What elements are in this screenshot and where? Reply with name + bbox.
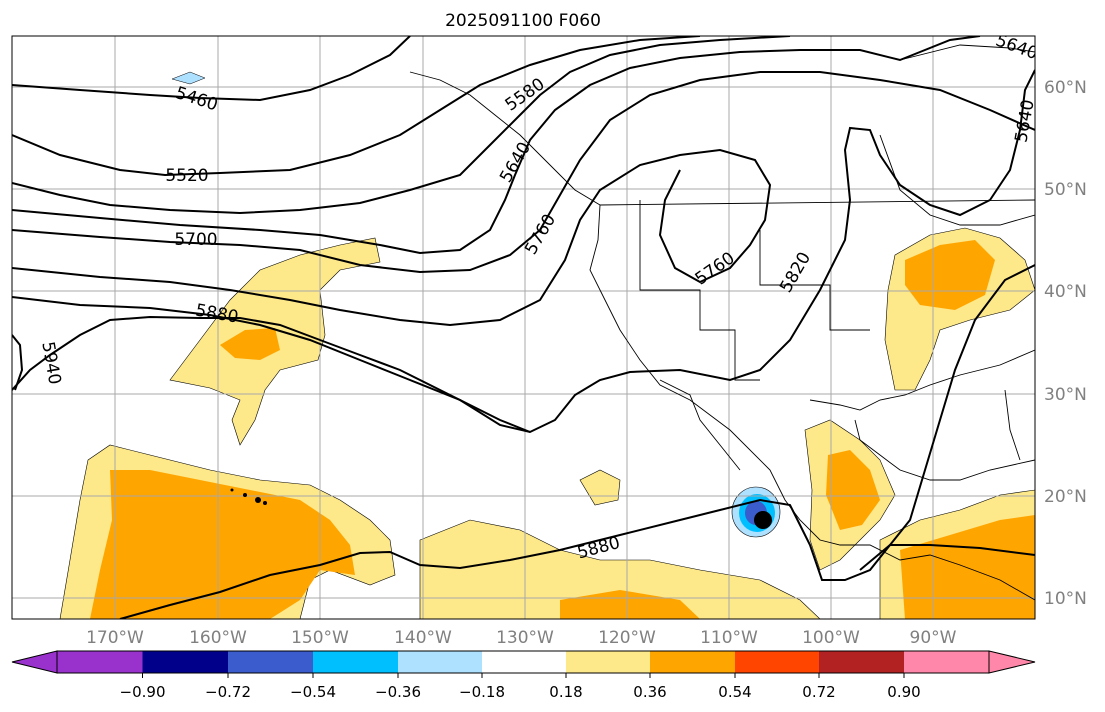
longitude-labels: 170°W 160°W 150°W 140°W 130°W 120°W 110°… [86,628,957,648]
colorbar-tick-label: 0.54 [718,683,751,701]
colorbar-frame [56,650,990,674]
colorbar-extend-high [988,650,1036,674]
lon-label: 170°W [86,628,144,648]
colorbar-bin [482,651,566,673]
contour-5520 [12,36,701,177]
colorbar-bin [398,651,482,673]
contour-5640 [12,36,981,255]
graticule [12,36,1035,619]
colorbar: −0.90 −0.72 −0.54 −0.36 −0.18 0.18 0.36 … [11,650,1036,701]
colorbar-bin [904,651,989,673]
contour-label-5520: 5520 [165,166,208,186]
contour-5580 [12,36,791,215]
colorbar-tick-label: −0.54 [290,683,336,701]
colorbar-tick-label: 0.90 [887,683,920,701]
colorbar-extend-low [11,650,58,674]
lon-label: 90°W [910,628,957,648]
orange-core-central-america [900,515,1035,619]
contour-5880-gulf [859,544,1035,571]
contour-label-5700: 5700 [174,230,217,250]
orange-core-hawaii [90,470,355,619]
colorbar-bin [566,651,650,673]
contour-5460 [12,36,411,102]
blue-alaska-blob [171,71,206,85]
contour-5820 [12,69,1035,434]
colorbar-bin [142,651,228,673]
contour-5880-north [12,315,531,433]
contour-label-5640-east: 5640 [1011,98,1038,144]
colorbar-tick-label: −0.36 [375,683,421,701]
latitude-labels: 60°N 50°N 40°N 30°N 20°N 10°N [1044,78,1087,609]
lat-label: 50°N [1044,180,1087,200]
orange-core-pacific [220,328,280,360]
orange-core-south [560,590,700,619]
colorbar-bin [57,651,143,673]
shade-south-band [419,519,821,619]
colorbar-tick-label: 0.18 [549,683,582,701]
colorbar-bin [313,651,398,673]
map-title: 2025091100 F060 [445,11,601,31]
colorbar-tick-label: −0.72 [205,683,251,701]
lon-label: 150°W [291,628,349,648]
lon-label: 100°W [802,628,860,648]
lon-label: 110°W [700,628,758,648]
colorbar-bin [650,651,735,673]
lat-label: 10°N [1044,589,1087,609]
orange-core-mexico [826,450,880,530]
colorbar-tick-label: 0.36 [633,683,666,701]
lat-label: 60°N [1044,78,1087,98]
contour-5880-south [119,264,1035,619]
lat-label: 40°N [1044,282,1087,302]
orange-core-great-lakes [905,240,995,310]
lat-label: 20°N [1044,487,1087,507]
islands [230,488,267,505]
height-contours [12,36,1035,619]
colorbar-bin [735,651,819,673]
lon-label: 160°W [189,628,247,648]
contour-5760 [12,148,772,327]
map-frame [11,35,1036,620]
storm-center-marker [754,511,772,529]
lon-label: 120°W [598,628,656,648]
colorbar-tick-label: −0.90 [120,683,166,701]
colorbar-bin [228,651,313,673]
colorbar-tick-label: 0.72 [802,683,835,701]
colorbar-tick-label: −0.18 [459,683,505,701]
lon-label: 130°W [496,628,554,648]
map-plot-area: 5460 5520 5580 5640 5700 5760 5760 5820 … [12,36,1038,619]
contour-5940 [12,334,24,391]
contour-5700 [12,71,1035,274]
lat-label: 30°N [1044,385,1087,405]
shading-orange [90,240,1035,619]
colorbar-tick-labels: −0.90 −0.72 −0.54 −0.36 −0.18 0.18 0.36 … [120,683,921,701]
colorbar-bin [819,651,904,673]
colorbar-ticks [142,673,905,678]
lon-label: 140°W [394,628,452,648]
